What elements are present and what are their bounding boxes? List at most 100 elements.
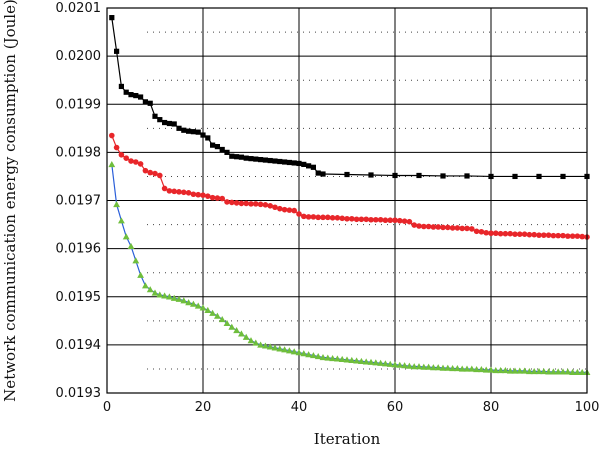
data-point (338, 355, 346, 363)
data-point (541, 232, 547, 238)
data-point (325, 214, 331, 221)
data-point (301, 213, 307, 220)
data-point (151, 289, 159, 296)
data-point (286, 207, 293, 213)
data-point (281, 346, 288, 353)
y-tick-label: 0.0195 (56, 290, 102, 305)
data-point (440, 173, 446, 179)
data-point (171, 121, 177, 127)
data-point (109, 132, 115, 139)
data-point (305, 214, 312, 220)
data-point (118, 151, 125, 158)
data-point (113, 200, 120, 208)
data-point (531, 231, 537, 238)
data-point (127, 242, 135, 249)
data-point (190, 129, 196, 135)
data-point (266, 343, 274, 350)
data-point (349, 215, 355, 222)
data-point (262, 157, 268, 163)
x-tick-label: 0 (103, 400, 111, 415)
data-point (564, 368, 572, 375)
data-point (195, 191, 201, 198)
data-point (305, 351, 312, 358)
data-point (175, 295, 183, 302)
data-point (133, 92, 139, 99)
data-point (180, 297, 188, 304)
data-point (243, 200, 249, 207)
data-point (397, 217, 403, 224)
data-point (386, 360, 394, 367)
data-point (555, 232, 561, 239)
data-point (276, 345, 284, 352)
data-point (210, 142, 216, 148)
data-point (469, 226, 475, 232)
data-point (488, 230, 494, 237)
data-point (223, 319, 231, 326)
data-point (362, 358, 370, 365)
data-point (122, 233, 130, 240)
data-point (483, 229, 490, 236)
data-point (521, 231, 528, 237)
data-point (320, 171, 326, 177)
data-point (526, 367, 533, 375)
data-point (401, 362, 408, 369)
data-point (291, 207, 298, 214)
data-point (142, 282, 149, 289)
data-point (152, 170, 158, 177)
data-point (161, 292, 168, 299)
data-point (565, 233, 571, 239)
data-point (219, 195, 225, 202)
data-point (190, 191, 197, 198)
data-point (434, 364, 442, 371)
data-point (464, 173, 470, 179)
data-point (156, 291, 164, 298)
data-point (574, 368, 581, 376)
data-point (161, 185, 168, 192)
data-point (319, 353, 327, 361)
data-point (406, 362, 413, 369)
data-point (157, 117, 163, 123)
data-point (306, 163, 312, 169)
y-tick-label: 0.0199 (56, 97, 102, 112)
data-point (396, 361, 404, 368)
data-point (521, 367, 528, 374)
data-point (132, 257, 140, 264)
data-point (185, 299, 192, 306)
data-point (200, 192, 206, 199)
data-point (242, 333, 250, 340)
data-point (166, 120, 172, 127)
data-point (133, 159, 139, 165)
data-point (166, 293, 173, 300)
data-point (152, 113, 158, 119)
data-point (512, 173, 518, 180)
data-point (550, 232, 557, 239)
data-point (363, 216, 370, 223)
data-point (502, 366, 509, 374)
data-point (482, 366, 490, 373)
data-point (301, 161, 307, 168)
data-point (290, 348, 298, 355)
data-point (214, 312, 221, 319)
data-point (368, 216, 374, 223)
data-point (218, 315, 226, 323)
data-point (516, 367, 524, 374)
data-point (377, 359, 384, 366)
data-point (195, 129, 201, 135)
data-point (511, 367, 519, 374)
data-point (406, 218, 413, 225)
data-point (387, 217, 394, 224)
data-point (253, 201, 259, 207)
data-point (358, 216, 365, 223)
data-point (205, 193, 211, 199)
data-point (300, 350, 308, 357)
data-point (468, 365, 476, 372)
data-point (373, 216, 379, 223)
x-tick-label: 100 (575, 400, 600, 415)
data-point (114, 48, 120, 54)
data-point (329, 215, 336, 221)
data-point (334, 215, 341, 221)
data-point (560, 173, 566, 180)
data-point (430, 224, 437, 230)
plot-frame (106, 7, 588, 394)
data-point (344, 171, 350, 178)
